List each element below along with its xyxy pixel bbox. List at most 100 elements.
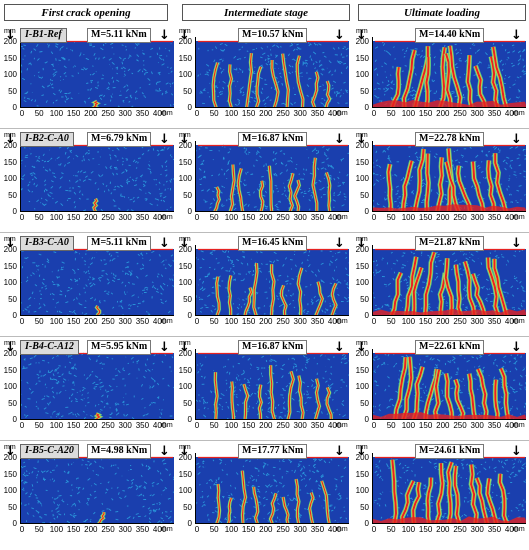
y-tick-label: 100 — [3, 70, 17, 79]
x-tick-label: 0 — [371, 421, 377, 430]
load-arrow-icon: ↓ — [356, 28, 367, 43]
y-tick-label: 150 — [178, 53, 192, 63]
x-tick-label: 300 — [470, 109, 484, 118]
y-tick-label: 50 — [183, 294, 192, 304]
y-unit-label: mm — [179, 132, 191, 139]
x-tick-label: 100 — [49, 317, 64, 326]
crack-line — [490, 56, 499, 107]
y-tick-label: 200 — [355, 37, 369, 46]
x-tick-label: 250 — [101, 213, 115, 222]
x-tick-label: 400 — [327, 525, 342, 534]
load-arrow-icon: ↓ — [334, 28, 345, 43]
x-tick-label: 400 — [504, 421, 519, 430]
y-tick-label: 200 — [178, 245, 192, 254]
load-arrow-icon: ↓ — [356, 236, 367, 251]
x-tick-label: 400 — [327, 213, 342, 222]
x-tick-label: 100 — [49, 213, 64, 222]
x-tick-label: 400 — [152, 109, 167, 118]
strain-panel: mm mm 200 150 100 50 0 0 50 100 150 200 250 300 350 400… — [3, 340, 175, 440]
crack-line — [256, 66, 262, 107]
x-tick-label: 50 — [34, 317, 44, 326]
x-unit-label: mm — [513, 422, 525, 429]
crack-line — [436, 157, 443, 211]
y-tick-label: 150 — [355, 365, 369, 375]
moment-label: M=4.98 kNm — [87, 444, 152, 459]
strain-field-svg — [196, 37, 349, 107]
crack-line — [269, 493, 277, 523]
strain-field-plot — [195, 453, 349, 524]
y-tick-label: 150 — [178, 157, 192, 167]
load-arrow-icon: ↓ — [334, 132, 345, 147]
moment-label: M=6.79 kNm — [87, 132, 152, 147]
y-tick-label: 200 — [178, 141, 192, 150]
x-tick-label: 300 — [470, 317, 484, 326]
y-unit-label: mm — [179, 444, 191, 451]
crack-line — [253, 263, 258, 315]
x-tick-label: 350 — [135, 525, 150, 534]
x-tick-label: 0 — [194, 421, 200, 430]
strain-field-plot — [195, 349, 349, 420]
moment-label: M=16.87 kNm — [238, 132, 308, 147]
x-tick-label: 50 — [386, 421, 396, 430]
crack-line — [454, 379, 465, 419]
x-unit-label: mm — [513, 214, 525, 221]
strain-panel: mm mm 200 150 100 50 0 0 50 100 150 200 250 300 350 400… — [3, 28, 175, 128]
x-tick-label: 250 — [276, 421, 290, 430]
x-tick-label: 300 — [470, 525, 484, 534]
crack-line — [470, 464, 478, 523]
strain-field-svg — [21, 37, 174, 107]
strain-panel: mm mm 200 150 100 50 0 0 50 100 150 200 250 300 350 400… — [178, 444, 350, 544]
load-arrow-icon: ↓ — [334, 340, 345, 355]
y-tick-label: 50 — [183, 190, 192, 200]
crack-line — [315, 281, 323, 315]
crack-line — [93, 198, 98, 211]
y-tick-label: 150 — [355, 261, 369, 271]
x-tick-label: 0 — [19, 421, 25, 430]
x-tick-label: 400 — [504, 317, 519, 326]
load-arrow-icon: ↓ — [511, 340, 522, 355]
crack-line — [447, 461, 453, 523]
y-tick-label: 150 — [3, 53, 17, 63]
strain-field-svg — [21, 141, 174, 211]
y-tick-label: 50 — [183, 86, 192, 96]
x-tick-label: 400 — [327, 317, 342, 326]
strain-speckle — [196, 458, 348, 523]
y-unit-label: mm — [179, 340, 191, 347]
crack-line — [93, 100, 99, 107]
crack-line — [309, 492, 314, 523]
x-tick-label: 100 — [401, 525, 416, 534]
strain-panel: mm mm 200 150 100 50 0 0 50 100 150 200 250 300 350 400… — [355, 28, 527, 128]
crack-line — [424, 251, 436, 315]
crack-line — [426, 477, 432, 523]
x-tick-label: 250 — [276, 213, 290, 222]
x-tick-label: 400 — [152, 421, 167, 430]
strain-field-background — [21, 453, 174, 523]
y-tick-label: 200 — [3, 141, 17, 150]
load-arrow-icon: ↓ — [511, 28, 522, 43]
crack-line — [331, 283, 337, 315]
x-tick-label: 400 — [327, 421, 342, 430]
x-tick-label: 200 — [259, 109, 273, 118]
crack-line — [444, 258, 453, 315]
crack-line — [434, 369, 441, 419]
crack-line — [244, 287, 252, 315]
strain-field-plot — [195, 245, 349, 316]
x-tick-label: 350 — [135, 317, 150, 326]
y-tick-label: 100 — [3, 278, 17, 287]
x-tick-label: 100 — [401, 213, 416, 222]
x-tick-label: 350 — [135, 109, 150, 118]
moment-label: M=10.57 kNm — [238, 28, 308, 43]
crack-line — [445, 373, 453, 419]
crack-line — [412, 482, 421, 523]
strain-field-background — [21, 245, 174, 315]
crack-line — [326, 387, 332, 419]
x-tick-label: 150 — [66, 317, 81, 326]
crack-line — [387, 164, 392, 211]
crack-line — [98, 512, 105, 523]
x-tick-label: 0 — [19, 525, 25, 534]
x-tick-label: 50 — [34, 525, 44, 534]
x-tick-label: 150 — [241, 421, 256, 430]
y-tick-label: 150 — [3, 261, 17, 271]
crack-line — [412, 366, 424, 419]
y-tick-label: 0 — [364, 311, 369, 320]
